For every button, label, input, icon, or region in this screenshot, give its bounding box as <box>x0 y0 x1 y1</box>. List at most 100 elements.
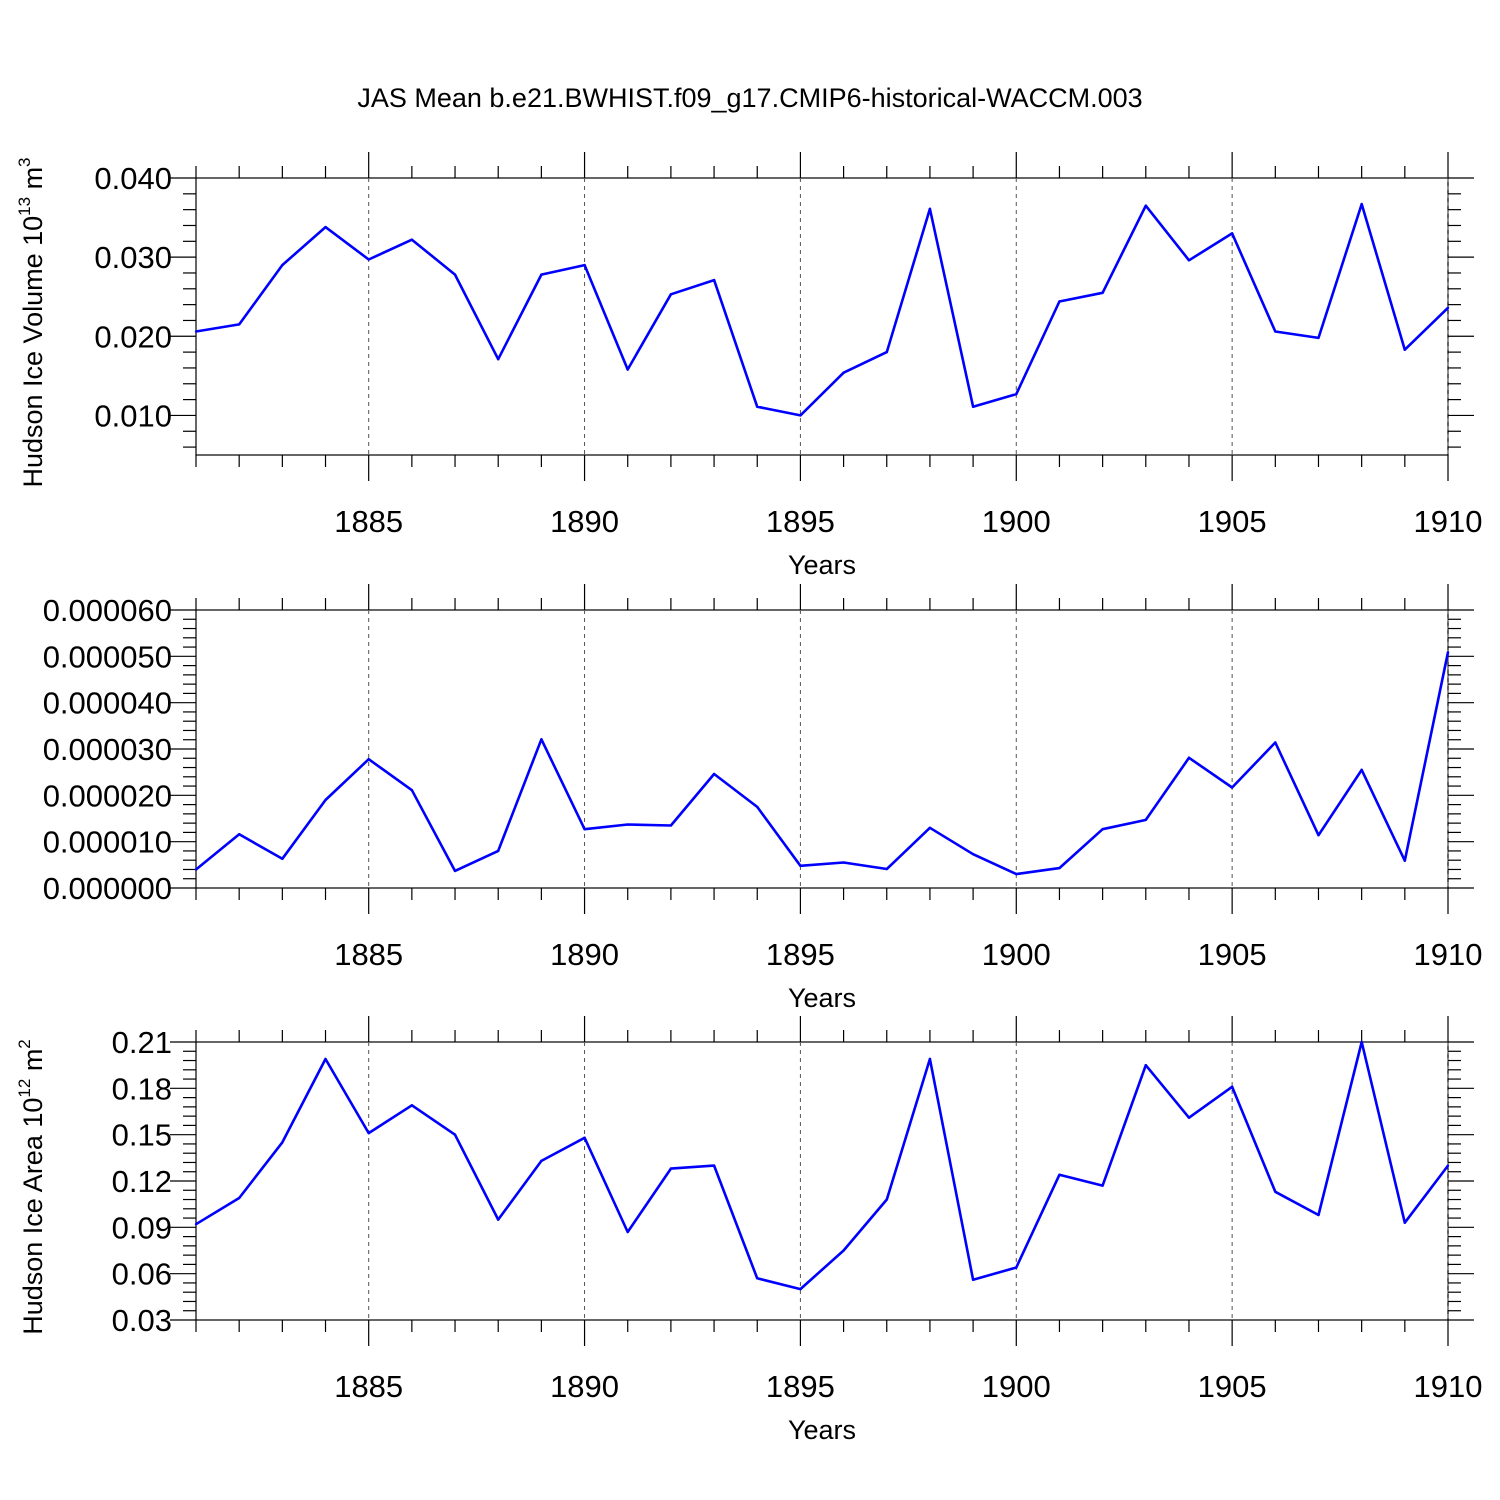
data-point <box>1403 1221 1407 1224</box>
data-point <box>928 1057 932 1061</box>
data-point <box>1144 204 1147 207</box>
data-point <box>1015 1266 1018 1269</box>
x-tick-label: 1890 <box>550 1369 619 1404</box>
data-point <box>1360 768 1363 772</box>
data-point <box>497 849 500 853</box>
data-point <box>669 824 673 827</box>
x-tick-label: 1900 <box>982 1369 1051 1404</box>
y-tick-label: 0.010 <box>94 398 172 433</box>
y-tick-label: 0.21 <box>112 1025 172 1060</box>
y-tick-label: 0.12 <box>112 1164 172 1199</box>
data-point <box>1015 392 1018 396</box>
data-point <box>237 833 241 836</box>
data-point <box>410 238 414 241</box>
data-point <box>971 1278 975 1282</box>
data-point <box>971 852 975 856</box>
y-tick-label: 0.030 <box>94 240 172 275</box>
x-tick-label: 1900 <box>982 504 1051 539</box>
y-axis-title-exponent: 12 <box>15 1079 34 1098</box>
data-point <box>583 827 586 831</box>
data-point <box>453 1133 457 1136</box>
y-tick-label: 0.15 <box>112 1118 172 1153</box>
data-point <box>712 772 716 776</box>
data-point <box>194 330 198 333</box>
data-point <box>453 273 457 276</box>
data-point <box>410 789 414 792</box>
y-axis-title-unit: m <box>18 167 48 197</box>
data-point <box>1403 859 1407 862</box>
data-point <box>1230 1085 1234 1088</box>
x-axis-title: Years <box>788 1415 856 1445</box>
x-tick-label: 1905 <box>1198 937 1267 972</box>
data-point <box>626 368 629 371</box>
data-point <box>1360 1040 1363 1044</box>
y-tick-label: 0.000040 <box>43 686 172 721</box>
data-point <box>281 857 284 861</box>
data-point <box>1360 202 1363 206</box>
data-point <box>1274 1190 1277 1194</box>
data-point <box>1446 650 1450 654</box>
data-point <box>928 207 932 211</box>
x-tick-label: 1885 <box>334 937 403 972</box>
data-point <box>281 263 284 267</box>
data-point <box>583 263 586 267</box>
data-point <box>1101 291 1104 294</box>
x-tick-label: 1895 <box>766 937 835 972</box>
x-tick-label: 1890 <box>550 504 619 539</box>
y-axis-title-unit-exponent: 2 <box>15 1039 34 1048</box>
series-line <box>195 651 1450 876</box>
y-axis-title: Hudson Ice Volume 1013 m3 <box>15 157 48 487</box>
data-point <box>1446 306 1450 309</box>
data-point <box>1274 741 1277 744</box>
x-axis-title: Years <box>788 550 856 580</box>
data-point <box>540 738 543 741</box>
data-point <box>1230 786 1234 789</box>
series-line <box>195 202 1449 417</box>
data-point <box>669 1167 673 1170</box>
x-tick-label: 1885 <box>334 1369 403 1404</box>
data-point <box>1317 833 1320 837</box>
data-point <box>1015 872 1018 876</box>
y-tick-label: 0.020 <box>94 319 172 354</box>
x-tick-label: 1900 <box>982 937 1051 972</box>
y-axis-title-text: Hudson Ice Volume 10 <box>18 216 48 488</box>
data-point <box>885 867 888 871</box>
data-point <box>1187 1116 1191 1119</box>
y-tick-label: 0.000010 <box>43 825 172 860</box>
data-point <box>799 1287 802 1291</box>
plot-frame <box>195 1041 1449 1321</box>
x-tick-label: 1895 <box>766 504 835 539</box>
data-point <box>756 405 759 408</box>
x-tick-label: 1895 <box>766 1369 835 1404</box>
plot-frame <box>195 609 1449 889</box>
data-point <box>324 225 327 229</box>
y-tick-label: 0.03 <box>112 1303 172 1338</box>
x-tick-label: 1910 <box>1414 937 1483 972</box>
data-point <box>1187 756 1191 760</box>
data-point <box>583 1136 586 1139</box>
data-point <box>410 1104 414 1107</box>
data-point <box>497 1218 500 1221</box>
chart-title: JAS Mean b.e21.BWHIST.f09_g17.CMIP6-hist… <box>357 83 1142 113</box>
y-axis-title: Hudson Ice Area 1012 m2 <box>15 1039 48 1335</box>
data-point <box>1101 1184 1104 1187</box>
data-point <box>367 258 370 261</box>
data-point <box>237 323 241 326</box>
data-point <box>799 414 802 417</box>
data-point <box>928 826 932 829</box>
x-tick-label: 1905 <box>1198 504 1267 539</box>
data-point <box>1274 330 1277 333</box>
data-point <box>626 823 629 826</box>
series-line <box>195 1040 1450 1291</box>
data-point <box>971 405 975 408</box>
y-tick-label: 0.000050 <box>43 639 172 674</box>
data-point <box>324 798 327 802</box>
data-point <box>1144 1063 1147 1067</box>
y-tick-label: 0.000000 <box>43 871 172 906</box>
data-point <box>1230 232 1234 235</box>
data-point <box>453 869 457 873</box>
data-point <box>1187 259 1191 262</box>
data-point <box>842 861 845 864</box>
y-tick-label: 0.06 <box>112 1257 172 1292</box>
data-point <box>497 358 500 361</box>
